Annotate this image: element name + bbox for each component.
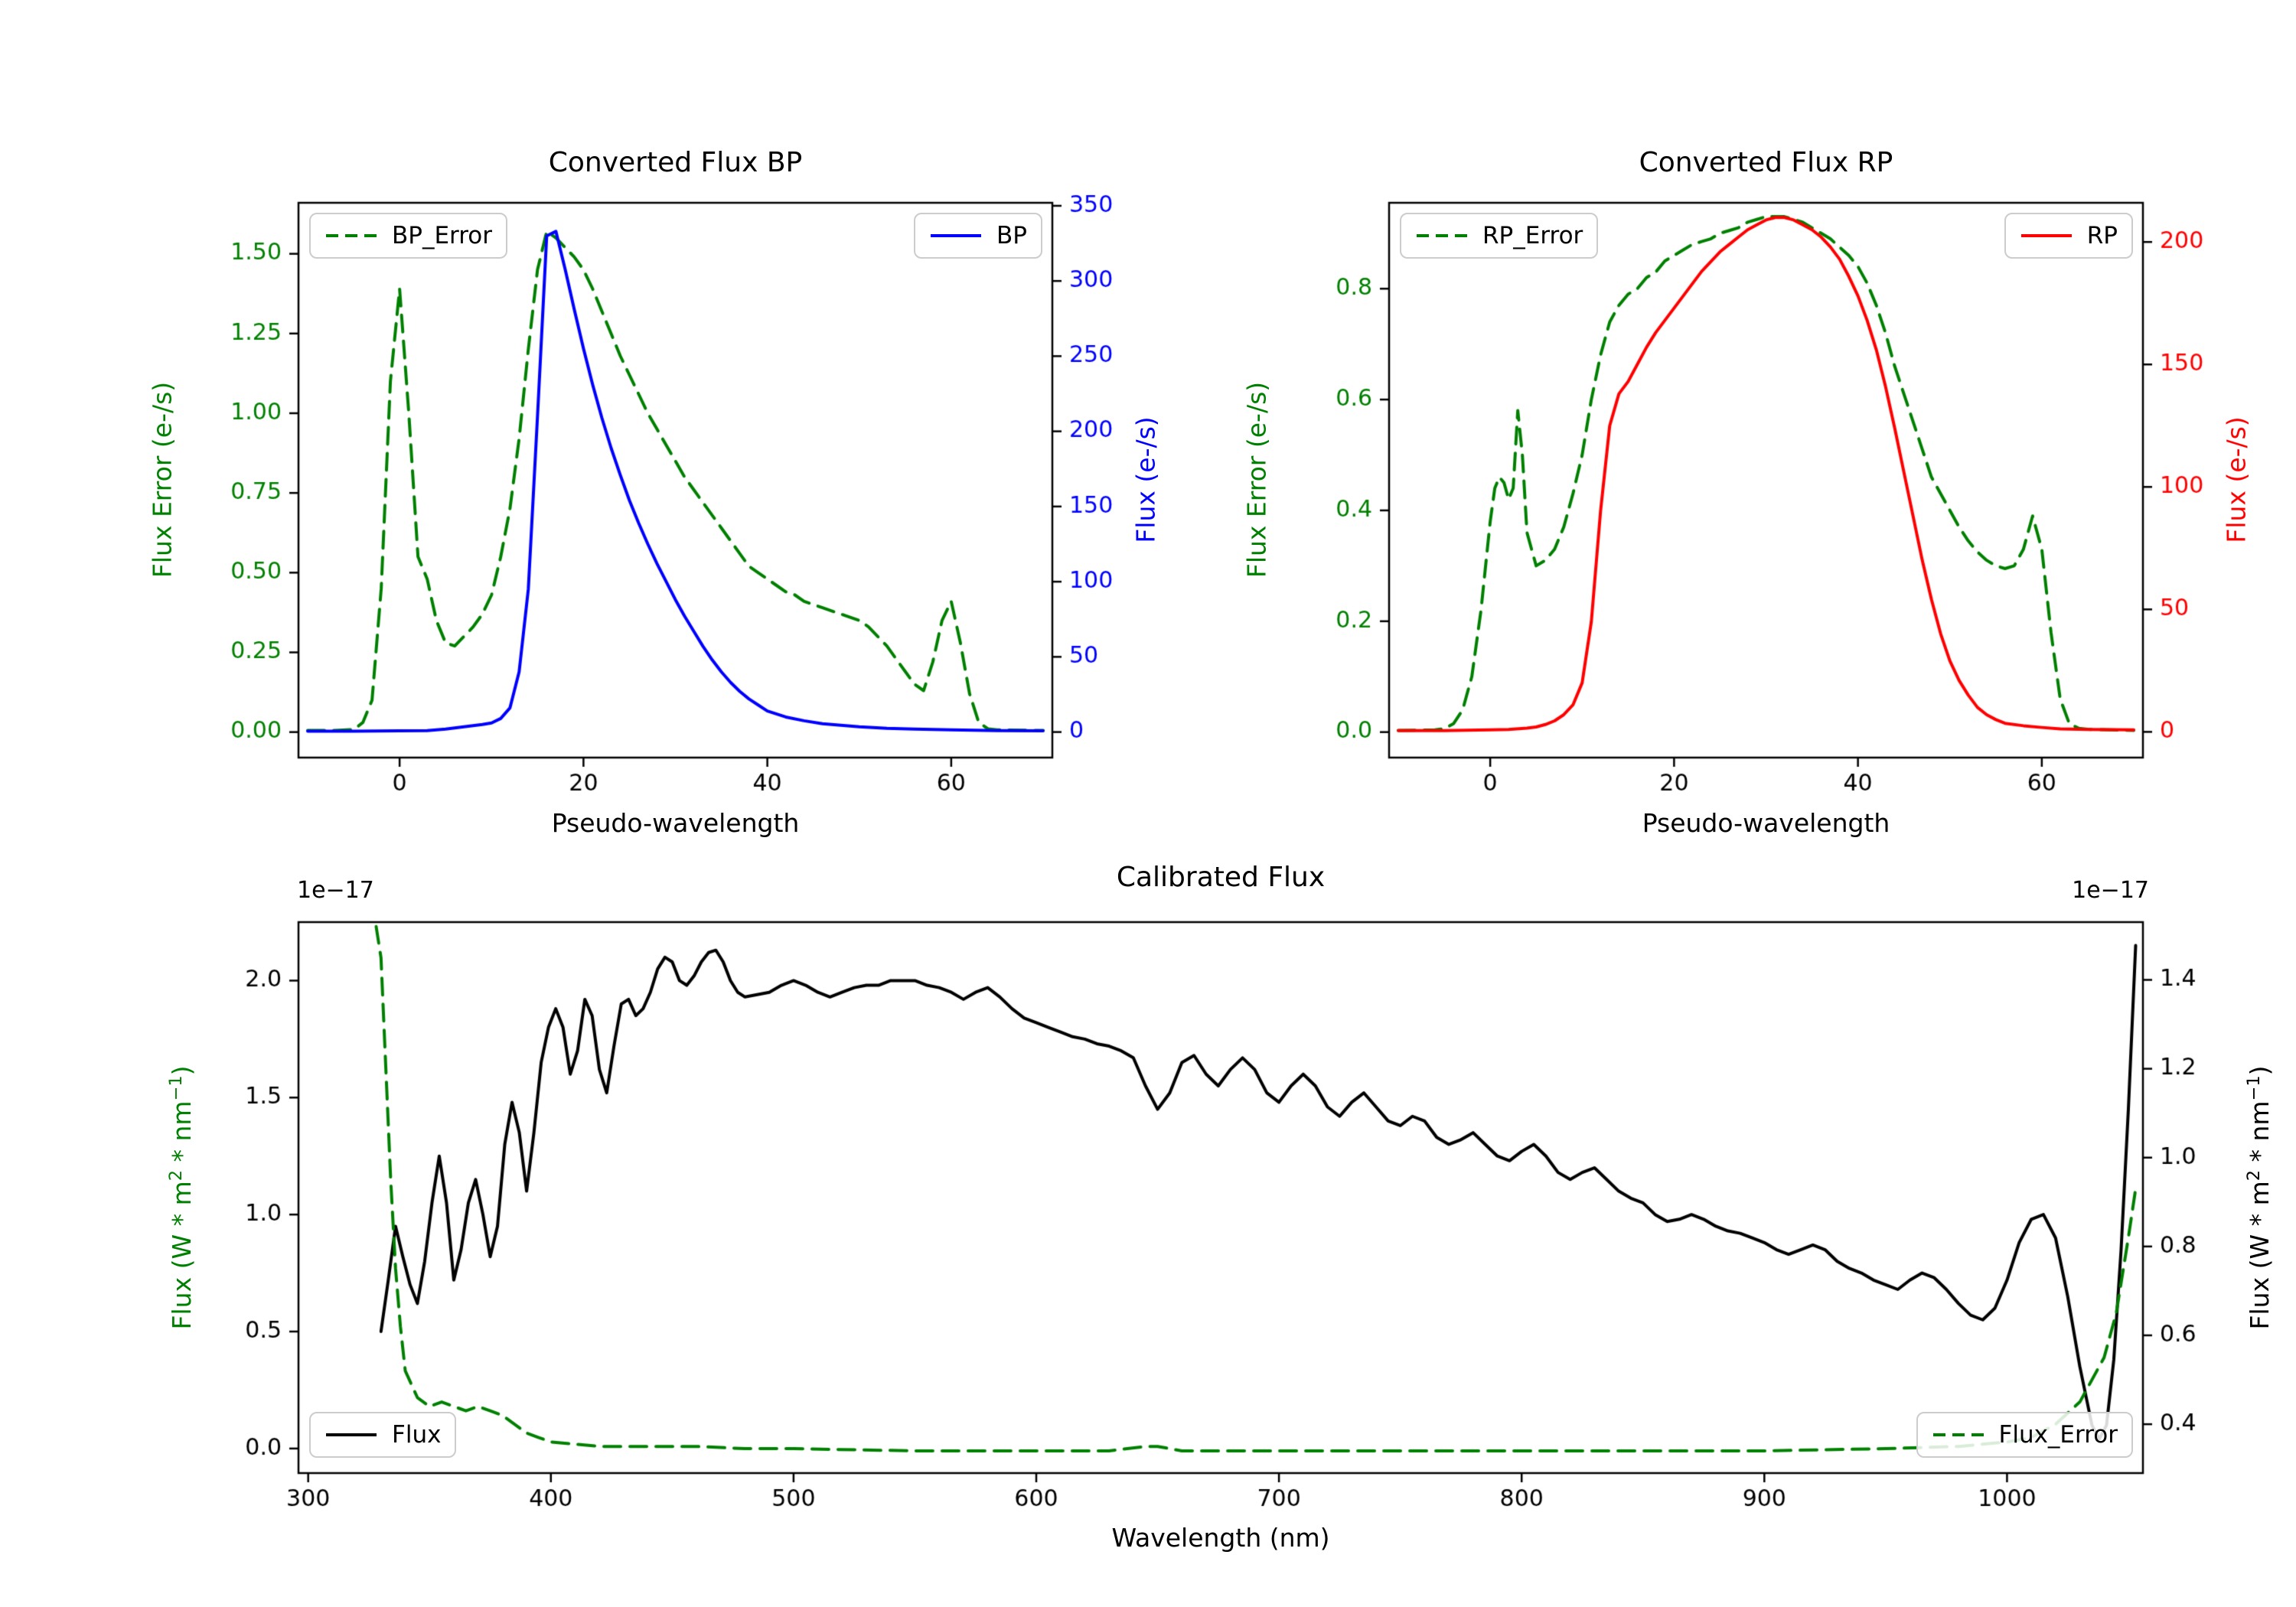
legend-label: BP (996, 222, 1027, 249)
x-axis-label-calibrated: Wavelength (nm) (1111, 1523, 1330, 1553)
legend-rp-error: RP_Error (1400, 213, 1599, 259)
x-axis-label-rp: Pseudo-wavelength (1642, 808, 1890, 838)
y-axis-label-bp-flux: Flux (e-/s) (1130, 416, 1161, 543)
legend-label: BP_Error (392, 222, 493, 249)
y-axis-label-rp-error: Flux Error (e-/s) (1241, 381, 1272, 579)
legend-rp: RP (2004, 213, 2133, 259)
x-axis-label-bp: Pseudo-wavelength (551, 808, 800, 838)
legend-line-sample (326, 234, 377, 237)
offset-text-right: 1e−17 (2072, 877, 2149, 904)
y-axis-label-cal-flux-error: Flux (W * m2 * nm−1) (2244, 1065, 2275, 1330)
legend-line-sample (326, 1433, 377, 1436)
offset-text-left: 1e−17 (297, 877, 374, 904)
legend-label: Flux_Error (1998, 1421, 2118, 1449)
legend-flux-error: Flux_Error (1916, 1412, 2133, 1458)
legend-bp-error: BP_Error (309, 213, 508, 259)
legend-line-sample (1417, 234, 1467, 237)
chart-title-bp: Converted Flux BP (548, 147, 803, 178)
y-axis-label-rp-flux: Flux (e-/s) (2221, 416, 2252, 543)
legend-flux: Flux (309, 1412, 457, 1458)
legend-line-sample (2020, 234, 2072, 237)
legend-label: RP_Error (1482, 222, 1583, 249)
y-axis-label-bp-error: Flux Error (e-/s) (147, 381, 178, 579)
legend-line-sample (931, 234, 982, 237)
legend-bp: BP (914, 213, 1042, 259)
y-axis-label-cal-flux: Flux (W * m2 * nm−1) (166, 1065, 197, 1330)
chart-title-rp: Converted Flux RP (1639, 147, 1893, 178)
legend-line-sample (1932, 1433, 1984, 1436)
legend-label: RP (2086, 222, 2118, 249)
legend-label: Flux (392, 1421, 442, 1449)
chart-title-calibrated: Calibrated Flux (1116, 862, 1326, 893)
